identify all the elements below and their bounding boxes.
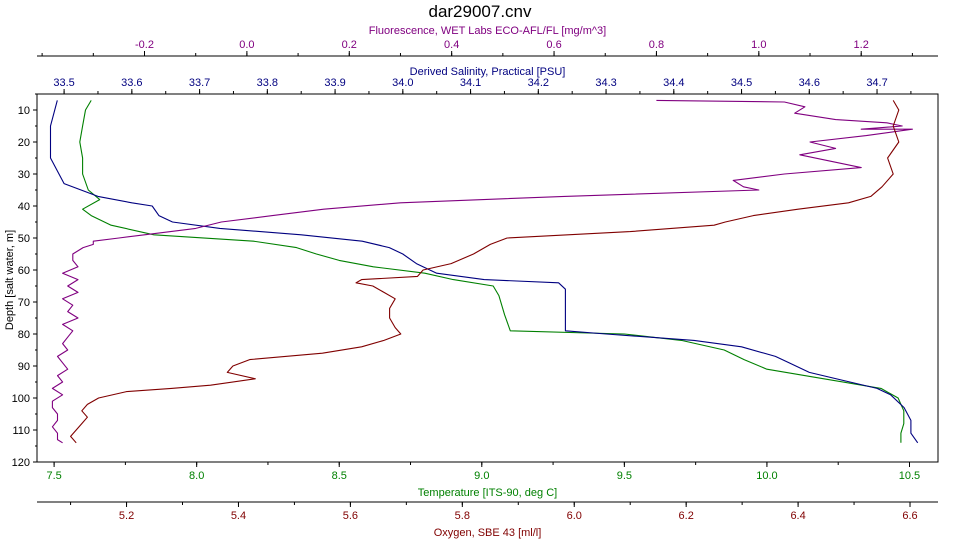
fluor-axis-label: Fluorescence, WET Labs ECO-AFL/FL [mg/m^…	[369, 25, 606, 37]
sal-tick-label: 33.8	[257, 77, 278, 89]
oxy-tick-label: 5.6	[343, 510, 358, 522]
fluor-tick-label: 0.2	[342, 39, 357, 51]
y-tick-label: 80	[18, 329, 30, 341]
sal-tick-label: 33.7	[189, 77, 210, 89]
temp-tick-label: 8.5	[332, 470, 347, 482]
temp-tick-label: 7.5	[46, 470, 61, 482]
sal-tick-label: 34.7	[866, 77, 887, 89]
fluor-tick-label: 0.6	[546, 39, 561, 51]
sal-tick-label: 34.2	[528, 77, 549, 89]
temp-tick-label: 9.5	[617, 470, 632, 482]
sal-tick-label: 34.4	[663, 77, 684, 89]
oxy-tick-label: 6.6	[902, 510, 917, 522]
oxy-tick-label: 5.8	[455, 510, 470, 522]
sal-axis-label: Derived Salinity, Practical [PSU]	[410, 66, 566, 78]
chart-title: dar29007.cnv	[428, 2, 532, 21]
y-tick-label: 20	[18, 137, 30, 149]
sal-tick-label: 34.1	[460, 77, 481, 89]
axes-layer: 10 20 30 40 50 60 70 80 90 100 110 120 -0.2 0.0 0.2 0.4…	[12, 25, 939, 539]
fluor-tick-label: 0.0	[239, 39, 254, 51]
temp-tick-label: 8.0	[189, 470, 204, 482]
y-tick-label: 50	[18, 233, 30, 245]
y-tick-label: 110	[12, 425, 30, 437]
y-tick-label: 40	[18, 201, 30, 213]
y-tick-label: 70	[18, 297, 30, 309]
y-tick-label: 90	[18, 361, 30, 373]
sal-tick-label: 33.6	[121, 77, 142, 89]
fluor-tick-label: 0.8	[649, 39, 664, 51]
y-tick-label: 10	[18, 105, 30, 117]
sal-tick-label: 33.5	[53, 77, 74, 89]
y-axis-label: Depth [salt water, m]	[4, 230, 16, 330]
y-tick-label: 100	[12, 393, 30, 405]
oxy-series-line	[70, 100, 900, 444]
oxy-tick-label: 6.4	[790, 510, 805, 522]
plot-frame	[36, 93, 939, 463]
fluor-tick-label: 0.4	[444, 39, 459, 51]
sal-tick-label: 34.6	[799, 77, 820, 89]
temp-axis-label: Temperature [ITS-90, deg C]	[418, 487, 557, 499]
fluor-series-line	[51, 99, 913, 444]
sal-tick-label: 34.0	[392, 77, 413, 89]
sal-series-line	[49, 100, 919, 444]
y-tick-label: 60	[18, 265, 30, 277]
sal-tick-label: 33.9	[324, 77, 345, 89]
oxy-tick-label: 5.4	[231, 510, 246, 522]
oxy-tick-label: 6.0	[567, 510, 582, 522]
temp-tick-label: 10.0	[756, 470, 777, 482]
oxy-axis-label: Oxygen, SBE 43 [ml/l]	[434, 527, 542, 539]
fluor-tick-label: -0.2	[135, 39, 154, 51]
oxy-tick-label: 5.2	[119, 510, 134, 522]
temp-tick-label: 10.5	[899, 470, 920, 482]
oxy-tick-label: 6.2	[679, 510, 694, 522]
temp-series-line	[79, 100, 905, 443]
fluor-tick-label: 1.2	[854, 39, 869, 51]
y-tick-label: 30	[18, 169, 30, 181]
sal-tick-label: 34.5	[731, 77, 752, 89]
series-layer	[49, 99, 919, 444]
y-tick-label: 120	[12, 457, 30, 469]
fluor-tick-label: 1.0	[751, 39, 766, 51]
sal-tick-label: 34.3	[595, 77, 616, 89]
temp-tick-label: 9.0	[474, 470, 489, 482]
